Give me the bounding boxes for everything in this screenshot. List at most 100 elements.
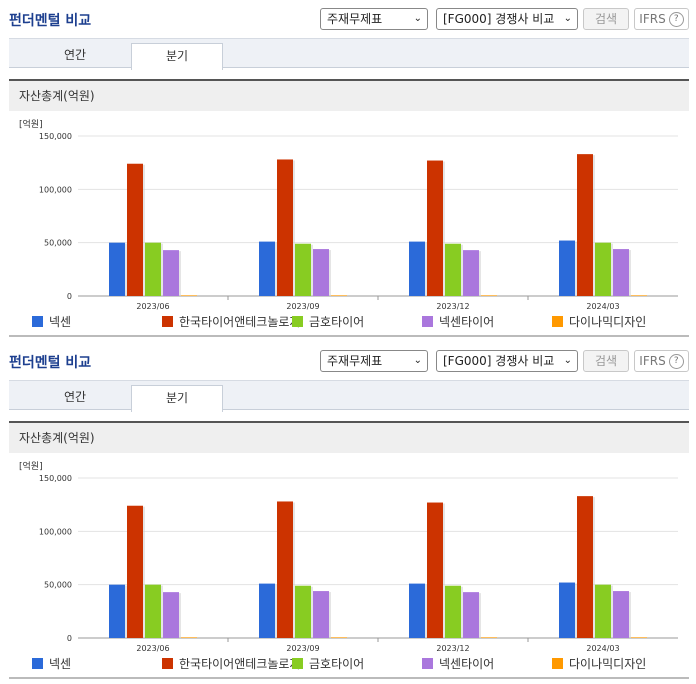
bar (409, 241, 425, 296)
bar (445, 585, 461, 638)
tab-annual[interactable]: 연간 (63, 390, 87, 404)
y-tick-label: 150,000 (39, 474, 72, 483)
bar (595, 242, 611, 296)
bar (259, 583, 275, 638)
ifrs-button[interactable]: IFRS? (634, 350, 689, 372)
legend-swatch (32, 658, 43, 669)
legend-item[interactable]: 넥센타이어 (422, 655, 494, 672)
legend-swatch (422, 658, 433, 669)
legend-item[interactable]: 한국타이어앤테크놀로지 (162, 313, 300, 330)
legend-item[interactable]: 넥센타이어 (422, 313, 494, 330)
bar (259, 241, 275, 296)
chart-legend: 넥센 한국타이어앤테크놀로지 금호타이어 넥센타이어 다이나믹디자인 (0, 653, 696, 673)
bar (559, 240, 575, 296)
bar (127, 163, 143, 296)
search-button[interactable]: 검색 (583, 350, 629, 372)
bar (463, 592, 479, 638)
x-tick-label: 2023/09 (286, 644, 319, 653)
panel-divider (9, 677, 689, 679)
search-button[interactable]: 검색 (583, 8, 629, 30)
period-tabs: 연간 분기 (9, 380, 689, 412)
tab-quarterly[interactable]: 분기 (131, 385, 223, 412)
ifrs-button[interactable]: IFRS? (634, 8, 689, 30)
fundamental-panel-2: 펀더멘털 비교 주재무제표 ⌄ [FG000] 경쟁사 비교 ⌄ 검색 IFRS… (0, 342, 696, 684)
y-tick-label: 50,000 (44, 239, 72, 248)
legend-label: 다이나믹디자인 (569, 657, 647, 671)
legend-swatch (162, 316, 173, 327)
y-tick-label: 100,000 (39, 527, 72, 536)
bar (631, 295, 647, 296)
legend-label: 넥센 (49, 657, 72, 671)
bar (613, 591, 629, 638)
period-tabs: 연간 분기 (9, 38, 689, 70)
statement-select[interactable]: 주재무제표 ⌄ (320, 350, 428, 372)
bar (613, 249, 629, 296)
help-icon[interactable]: ? (668, 354, 684, 369)
bar (481, 637, 497, 638)
legend-item[interactable]: 금호타이어 (292, 655, 364, 672)
bar (295, 585, 311, 638)
legend-swatch (292, 658, 303, 669)
x-tick-label: 2023/06 (136, 302, 169, 311)
chevron-down-icon: ⌄ (563, 13, 572, 24)
compare-select[interactable]: [FG000] 경쟁사 비교 ⌄ (436, 350, 578, 372)
legend-swatch (162, 658, 173, 669)
bar (181, 637, 197, 638)
section-title: 자산총계(억원) (9, 421, 689, 453)
help-icon[interactable]: ? (668, 12, 684, 27)
legend-item[interactable]: 넥센 (32, 655, 71, 672)
bar (481, 295, 497, 296)
y-tick-label: 0 (67, 634, 72, 643)
bar (277, 501, 293, 638)
bar (445, 243, 461, 296)
panel-divider (9, 335, 689, 337)
legend-swatch (422, 316, 433, 327)
bar (295, 243, 311, 296)
tab-annual[interactable]: 연간 (63, 48, 87, 62)
legend-item[interactable]: 다이나믹디자인 (552, 313, 646, 330)
x-tick-label: 2023/12 (436, 644, 469, 653)
x-tick-label: 2023/06 (136, 644, 169, 653)
legend-swatch (552, 316, 563, 327)
bar (331, 295, 347, 296)
legend-label: 다이나믹디자인 (569, 315, 647, 329)
bar (145, 584, 161, 638)
legend-label: 금호타이어 (309, 315, 365, 329)
statement-select[interactable]: 주재무제표 ⌄ (320, 8, 428, 30)
legend-swatch (552, 658, 563, 669)
legend-swatch (292, 316, 303, 327)
chart-legend: 넥센 한국타이어앤테크놀로지 금호타이어 넥센타이어 다이나믹디자인 (0, 311, 696, 331)
tab-quarterly[interactable]: 분기 (131, 43, 223, 70)
ifrs-label: IFRS (639, 12, 666, 26)
legend-label: 한국타이어앤테크놀로지 (179, 315, 301, 329)
bar (313, 591, 329, 638)
bar (163, 592, 179, 638)
compare-select-value: [FG000] 경쟁사 비교 (443, 354, 555, 368)
compare-select-value: [FG000] 경쟁사 비교 (443, 12, 555, 26)
bar (109, 584, 125, 638)
legend-item[interactable]: 넥센 (32, 313, 71, 330)
statement-select-value: 주재무제표 (327, 12, 383, 26)
compare-select[interactable]: [FG000] 경쟁사 비교 ⌄ (436, 8, 578, 30)
bar (277, 159, 293, 296)
asset-total-chart: 150,000 100,000 50,000 0 2023/06 2023/09 2023/… (39, 474, 678, 653)
x-tick-label: 2024/03 (586, 302, 619, 311)
y-tick-label: 0 (67, 292, 72, 301)
y-tick-label: 150,000 (39, 132, 72, 141)
x-tick-label: 2023/12 (436, 302, 469, 311)
y-tick-label: 100,000 (39, 185, 72, 194)
page-title: 펀더멘털 비교 (9, 355, 92, 371)
legend-item[interactable]: 금호타이어 (292, 313, 364, 330)
bar (577, 496, 593, 638)
search-button-label: 검색 (594, 354, 618, 368)
bar (109, 242, 125, 296)
legend-swatch (32, 316, 43, 327)
legend-item[interactable]: 다이나믹디자인 (552, 655, 646, 672)
bar (163, 250, 179, 296)
legend-label: 넥센타이어 (439, 315, 495, 329)
bar (577, 154, 593, 296)
legend-label: 한국타이어앤테크놀로지 (179, 657, 301, 671)
bar (181, 295, 197, 296)
chevron-down-icon: ⌄ (563, 355, 572, 366)
legend-item[interactable]: 한국타이어앤테크놀로지 (162, 655, 300, 672)
